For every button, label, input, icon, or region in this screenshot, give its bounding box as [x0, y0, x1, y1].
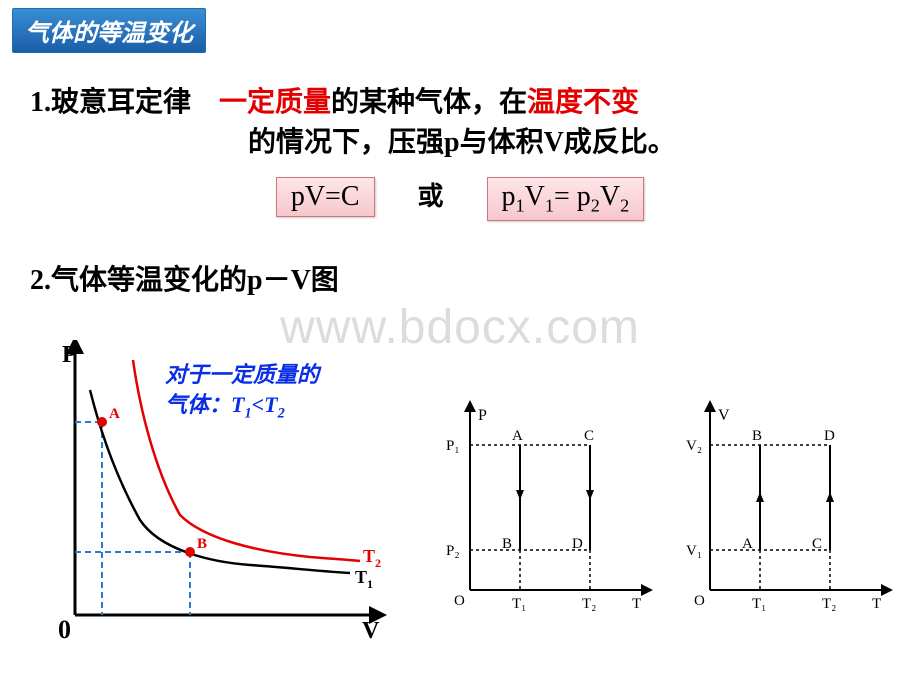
pt-d: D [572, 536, 583, 552]
annot-sub1: 1 [244, 405, 251, 421]
annot-lt: <T [252, 392, 278, 417]
pt-svg: P P₁ P₂ A C B D O T₁ T₂ T [440, 400, 655, 620]
section1-line1: 1.玻意耳定律 一定质量的某种气体，在温度不变 [30, 80, 639, 120]
label-a: A [109, 406, 120, 422]
formula-or: 或 [418, 176, 444, 213]
origin: O [454, 593, 465, 609]
chart-annotation: 对于一定质量的 气体：T1<T2 [165, 360, 319, 423]
vt-diagram: V V₂ V₁ B D A C O T₁ T₂ T [680, 400, 895, 620]
section1-name: 玻意耳定律 [51, 87, 191, 118]
ytick: P₁ [446, 438, 460, 454]
arrow-down-icon [516, 490, 524, 500]
pt-c: C [584, 428, 594, 444]
label-b: B [197, 536, 207, 552]
pt-b: B [752, 428, 762, 444]
pt-a: A [742, 536, 753, 552]
pt-b: B [502, 536, 512, 552]
pt-diagram: P P₁ P₂ A C B D O T₁ T₂ T [440, 400, 655, 620]
f2-s3: 2 [591, 196, 600, 216]
section2-text: 气体等温变化的p－V图 [51, 265, 339, 296]
section-header-badge: 气体的等温变化 [12, 8, 206, 53]
xtick: T₂ [582, 596, 596, 612]
origin: O [694, 593, 705, 609]
section1-index: 1. [30, 87, 51, 118]
section2-title: 2.气体等温变化的p－V图 [30, 258, 339, 298]
point-a [97, 417, 107, 427]
x-label: T [872, 596, 881, 612]
y-axis-label: P [62, 342, 77, 368]
arrow-down-icon [586, 490, 594, 500]
section1-emph2: 温度不变 [527, 87, 639, 118]
origin-label: 0 [58, 615, 71, 644]
pt-a: A [512, 428, 523, 444]
arrow-up-icon [756, 492, 764, 502]
y-label: P [478, 407, 487, 424]
section1-emph1: 一定质量 [219, 87, 331, 118]
xtick: T₁ [512, 596, 526, 612]
formula-box-2: p1V1= p2V2 [487, 177, 645, 221]
formula-box-1: pV=C [276, 177, 375, 217]
y-label: V [718, 407, 730, 424]
f2-v2: V [600, 181, 620, 212]
pv-chart: A B T1 T2 P V 0 对于一定质量的 气体：T1<T2 [30, 340, 390, 650]
f2-p1: p [502, 181, 516, 212]
section1-line2: 的情况下，压强p与体积V成反比。 [248, 120, 676, 160]
arrow-up-icon [826, 492, 834, 502]
f2-s2: 1 [545, 196, 554, 216]
f2-s1: 1 [516, 196, 525, 216]
point-b [185, 547, 195, 557]
annot-line2a: 气体：T [165, 392, 244, 417]
annot-line1: 对于一定质量的 [165, 362, 319, 387]
pt-c: C [812, 536, 822, 552]
section2-index: 2. [30, 265, 51, 296]
formula-row: pV=C 或 p1V1= p2V2 [0, 176, 920, 221]
f2-eq: = p [554, 181, 591, 212]
xtick: T₁ [752, 596, 766, 612]
ytick: V₁ [686, 543, 702, 559]
vt-svg: V V₂ V₁ B D A C O T₁ T₂ T [680, 400, 895, 620]
annot-sub2: 2 [278, 405, 285, 421]
xtick: T₂ [822, 596, 836, 612]
label-t1: T1 [355, 567, 373, 591]
ytick: V₂ [686, 438, 702, 454]
x-axis-label: V [362, 618, 380, 644]
section1-mid: 的某种气体，在 [331, 87, 527, 118]
x-label: T [632, 596, 641, 612]
f2-v1: V [525, 181, 545, 212]
pt-d: D [824, 428, 835, 444]
ytick: P₂ [446, 543, 460, 559]
f2-s4: 2 [620, 196, 629, 216]
